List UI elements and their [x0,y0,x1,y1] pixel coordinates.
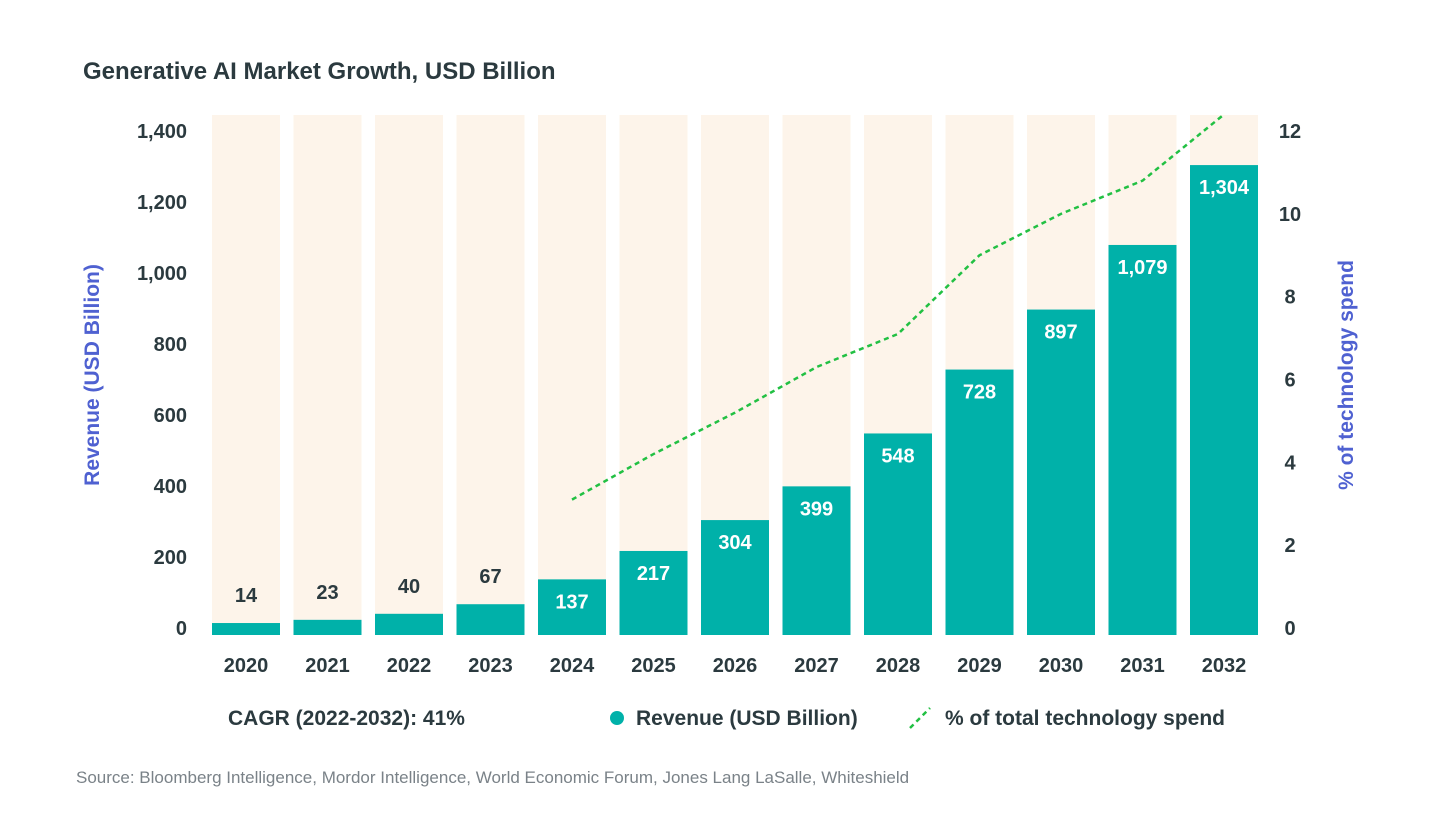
source-note: Source: Bloomberg Intelligence, Mordor I… [76,768,909,787]
bar-value-label: 548 [881,445,914,467]
legend-line-label: % of total technology spend [945,707,1225,730]
x-tick-label: 2027 [794,655,839,677]
bar-value-label: 137 [555,591,588,613]
right-axis-ticks: 0 2 4 6 8 10 12 [1279,121,1301,640]
x-tick-label: 2024 [550,655,595,677]
right-tick-label: 8 [1284,287,1295,309]
x-tick-label: 2030 [1039,655,1084,677]
x-tick-label: 2032 [1202,655,1247,677]
bar-value-label: 67 [479,566,501,588]
right-tick-label: 4 [1284,452,1296,474]
left-tick-label: 1,000 [137,263,187,285]
left-tick-label: 400 [154,476,187,498]
left-tick-label: 1,400 [137,121,187,143]
x-tick-label: 2021 [305,655,350,677]
background-band [538,115,606,635]
bar-value-label: 728 [963,382,996,404]
revenue-bars [212,165,1258,635]
revenue-bar [782,486,851,635]
x-tick-label: 2028 [876,655,921,677]
background-band [212,115,280,635]
left-tick-label: 1,200 [137,192,187,214]
revenue-bar [212,623,280,635]
revenue-bar [864,433,932,635]
left-tick-label: 800 [154,334,187,356]
cagr-annotation: CAGR (2022-2032): 41% [228,707,465,730]
revenue-bar [945,369,1014,635]
left-axis-title: Revenue (USD Billion) [81,264,104,486]
revenue-bar [1108,244,1177,635]
revenue-bar [538,579,606,635]
x-tick-label: 2031 [1120,655,1165,677]
legend-revenue-marker [610,711,624,725]
background-band [456,115,525,635]
revenue-bar [1027,309,1095,635]
left-tick-label: 200 [154,547,187,569]
bar-value-label: 304 [718,532,752,554]
bar-value-label: 14 [235,585,258,607]
bar-value-label: 1,079 [1117,257,1167,279]
bar-value-label: 1,304 [1199,177,1250,199]
x-tick-label: 2025 [631,655,676,677]
bar-value-label: 40 [398,576,420,598]
bar-value-label: 897 [1044,322,1077,344]
x-tick-label: 2020 [224,655,269,677]
x-tick-label: 2023 [468,655,513,677]
revenue-bar [1190,165,1258,635]
left-tick-label: 0 [176,618,187,640]
right-axis-title: % of technology spend [1335,260,1358,490]
x-tick-label: 2029 [957,655,1002,677]
x-tick-label: 2026 [713,655,758,677]
chart-title: Generative AI Market Growth, USD Billion [83,58,556,85]
left-tick-label: 600 [154,405,187,427]
legend-line-marker [909,707,931,729]
background-band [375,115,443,635]
x-tick-label: 2022 [387,655,432,677]
revenue-bar [456,604,525,635]
background-band [619,115,688,635]
background-band [293,115,362,635]
x-axis-ticks: 2020 2021 2022 2023 2024 2025 2026 2027 2028 2029… [224,655,1247,677]
bar-value-label: 23 [316,582,338,604]
legend-revenue-label: Revenue (USD Billion) [636,707,858,730]
revenue-bar [293,619,362,635]
revenue-bar [619,550,688,635]
left-axis-ticks: 0 200 400 600 800 1,000 1,200 1,400 [137,121,187,640]
bar-value-label: 217 [637,563,670,585]
right-tick-label: 12 [1279,121,1301,143]
revenue-bar [375,613,443,635]
bar-value-labels: 14 23 40 67 137 217 304 399 548 728 897 1,079 1,304 [235,177,1250,613]
right-tick-label: 2 [1284,535,1295,557]
right-tick-label: 10 [1279,204,1301,226]
bar-value-label: 399 [800,498,833,520]
right-tick-label: 6 [1284,370,1295,392]
revenue-bar [701,520,769,635]
right-tick-label: 0 [1284,618,1295,640]
